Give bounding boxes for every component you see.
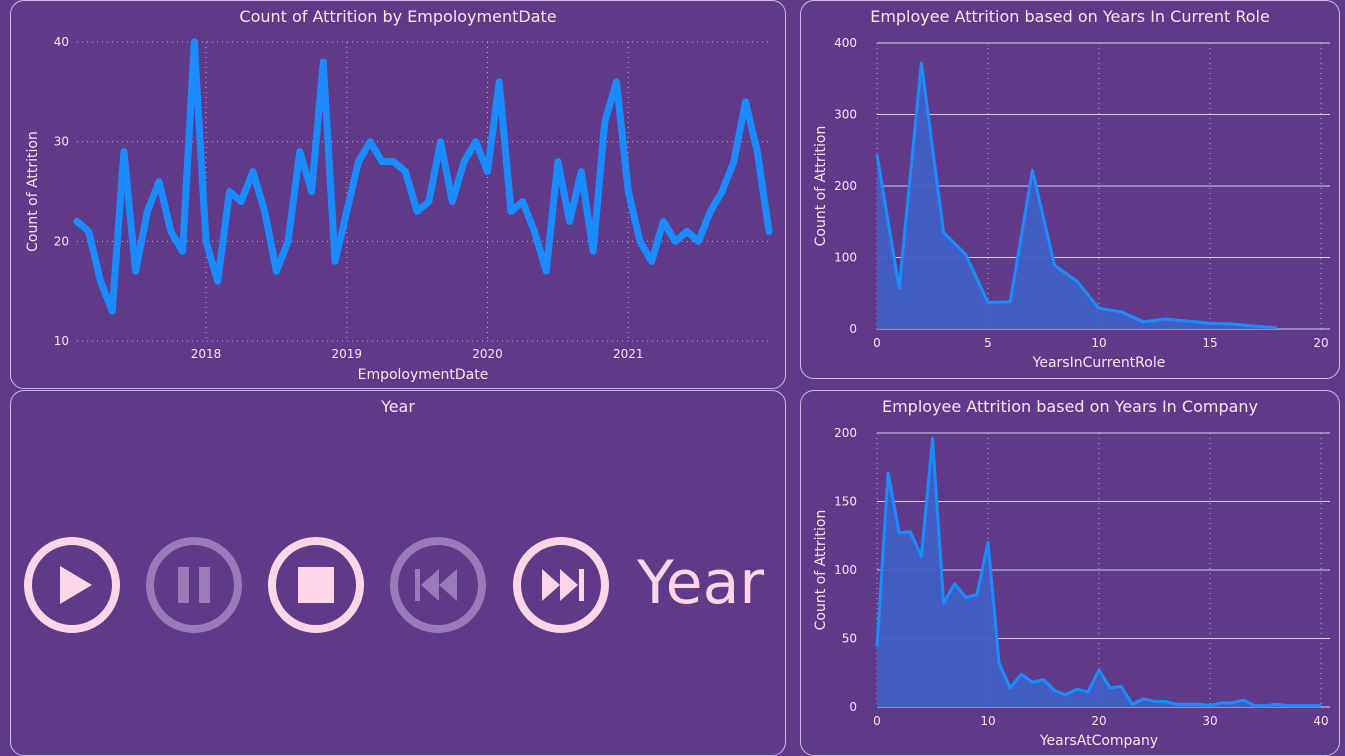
skip-forward-icon — [513, 537, 609, 633]
years-company-chart[interactable]: 0 50 100 150 200 0 10 20 30 40 YearsAtCompany Count… — [801, 391, 1340, 756]
years-company-panel: Employee Attrition based on Years In Com… — [800, 390, 1340, 756]
y-tick-label: 100 — [834, 563, 857, 577]
y-axis-label: Count of Attrition — [25, 131, 41, 252]
x-tick-label: 0 — [873, 714, 881, 728]
x-tick-label: 0 — [873, 336, 881, 350]
x-tick-label: 40 — [1313, 714, 1328, 728]
y-tick-label: 200 — [834, 426, 857, 440]
y-tick-label: 150 — [834, 495, 857, 509]
y-tick-label: 10 — [54, 334, 69, 348]
y-tick-label: 30 — [54, 135, 69, 149]
x-tick-label: 5 — [984, 336, 992, 350]
x-tick-label: 2018 — [191, 347, 222, 361]
play-axis-value: Year — [637, 548, 765, 618]
previous-button[interactable] — [389, 536, 487, 634]
series-area — [877, 63, 1277, 329]
y-tick-label: 50 — [842, 632, 857, 646]
timeline-title: Count of Attrition by EmpoloymentDate — [239, 7, 557, 26]
x-tick-label: 20 — [1091, 714, 1106, 728]
play-axis-panel: Year Year — [10, 390, 786, 756]
x-tick-label: 2019 — [331, 347, 362, 361]
x-axis-label: YearsAtCompany — [1039, 733, 1158, 749]
y-tick-label: 20 — [54, 234, 69, 248]
x-axis-label: EmpoloymentDate — [358, 367, 489, 383]
series-line — [73, 38, 773, 315]
y-tick-label: 400 — [834, 36, 857, 50]
pause-icon — [146, 537, 242, 633]
series-area — [877, 438, 1321, 707]
series-line — [875, 437, 1321, 708]
stop-button[interactable] — [267, 536, 365, 634]
years-role-title: Employee Attrition based on Years In Cur… — [870, 7, 1270, 26]
x-axis-label: YearsInCurrentRole — [1032, 355, 1166, 371]
play-axis-title: Year — [381, 397, 415, 416]
y-tick-label: 200 — [834, 179, 857, 193]
y-tick-label: 0 — [849, 700, 857, 714]
years-role-chart[interactable]: 0 100 200 300 400 0 5 10 15 20 YearsInCurrentRole C… — [801, 1, 1340, 379]
x-tick-label: 10 — [980, 714, 995, 728]
y-tick-label: 300 — [834, 108, 857, 122]
skip-back-icon — [390, 537, 486, 633]
series-line — [875, 61, 1277, 330]
y-axis-label: Count of Attrition — [813, 510, 829, 631]
y-axis-label: Count of Attrition — [813, 126, 829, 247]
play-icon — [24, 537, 120, 633]
x-tick-label: 2021 — [613, 347, 644, 361]
x-tick-label: 30 — [1202, 714, 1217, 728]
x-tick-label: 15 — [1202, 336, 1217, 350]
next-button[interactable] — [512, 536, 610, 634]
y-tick-label: 0 — [849, 322, 857, 336]
stop-icon — [268, 537, 364, 633]
x-tick-label: 20 — [1313, 336, 1328, 350]
pause-button[interactable] — [145, 536, 243, 634]
y-tick-label: 40 — [54, 35, 69, 49]
years-company-title: Employee Attrition based on Years In Com… — [881, 397, 1259, 416]
timeline-panel: Count of Attrition by EmpoloymentDate 10… — [10, 0, 786, 389]
x-tick-label: 10 — [1091, 336, 1106, 350]
years-role-panel: Employee Attrition based on Years In Cur… — [800, 0, 1340, 379]
x-tick-label: 2020 — [472, 347, 503, 361]
play-button[interactable] — [23, 536, 121, 634]
y-tick-label: 100 — [834, 251, 857, 265]
